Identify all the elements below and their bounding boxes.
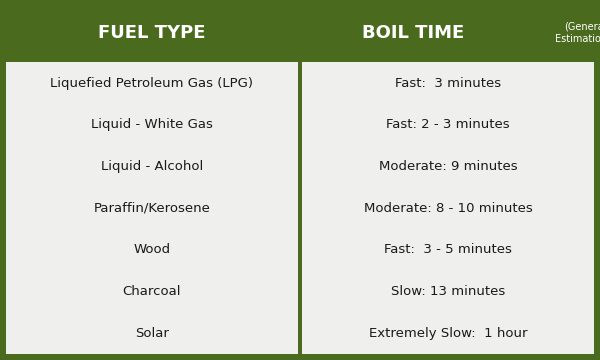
Text: Slow: 13 minutes: Slow: 13 minutes [391, 285, 505, 298]
Text: Moderate: 8 - 10 minutes: Moderate: 8 - 10 minutes [364, 202, 533, 215]
Text: FUEL TYPE: FUEL TYPE [98, 24, 206, 42]
Text: (General
Estimations): (General Estimations) [554, 22, 600, 44]
Bar [6, 6, 298, 59]
Text: Fast:  3 minutes: Fast: 3 minutes [395, 77, 501, 90]
Bar [302, 6, 594, 59]
Text: Charcoal: Charcoal [122, 285, 181, 298]
Bar [302, 62, 594, 354]
Text: BOIL TIME: BOIL TIME [362, 24, 464, 42]
Text: Liquid - Alcohol: Liquid - Alcohol [101, 160, 203, 173]
Text: Moderate: 9 minutes: Moderate: 9 minutes [379, 160, 518, 173]
Text: Liquefied Petroleum Gas (LPG): Liquefied Petroleum Gas (LPG) [50, 77, 253, 90]
Bar [6, 62, 298, 354]
Text: Wood: Wood [133, 243, 170, 256]
Text: Extremely Slow:  1 hour: Extremely Slow: 1 hour [369, 327, 527, 340]
Text: Liquid - White Gas: Liquid - White Gas [91, 118, 213, 131]
Text: Fast: 2 - 3 minutes: Fast: 2 - 3 minutes [386, 118, 510, 131]
Text: Solar: Solar [135, 327, 169, 340]
Text: Paraffin/Kerosene: Paraffin/Kerosene [94, 202, 210, 215]
Text: Fast:  3 - 5 minutes: Fast: 3 - 5 minutes [384, 243, 512, 256]
